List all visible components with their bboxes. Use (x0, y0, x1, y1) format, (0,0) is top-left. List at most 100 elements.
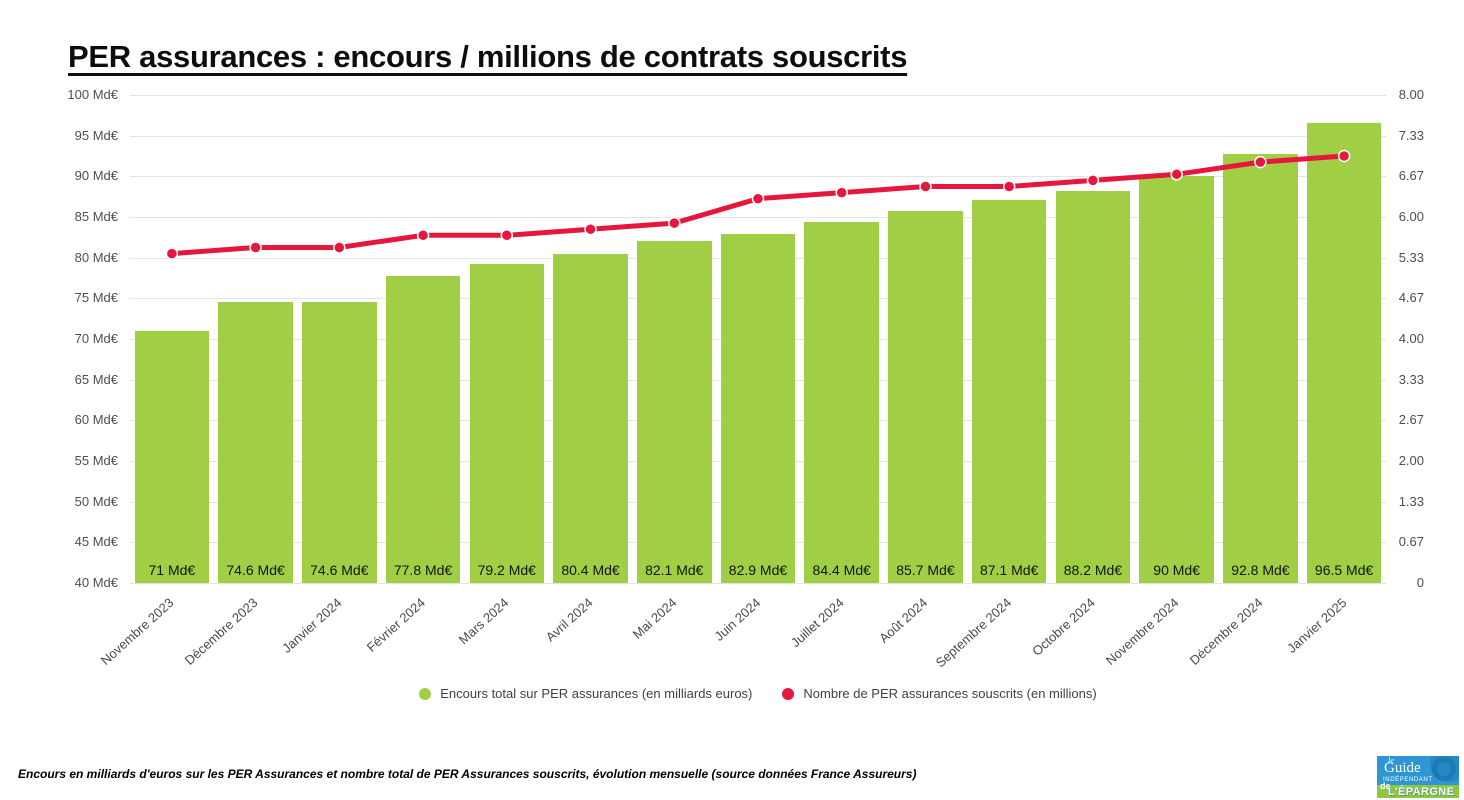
left-axis-tick-label: 90 Md€ (74, 168, 118, 184)
bar-value-label: 82.1 Md€ (645, 562, 704, 578)
x-axis-label: Août 2024 (876, 594, 931, 646)
left-axis-tick-label: 55 Md€ (74, 452, 118, 468)
line-point (416, 229, 430, 242)
line-point (1002, 180, 1016, 193)
bar-value-label: 71 Md€ (148, 562, 196, 578)
right-axis-tick-label: 7.33 (1398, 127, 1424, 143)
plot-area: 71 Md€ Novembre 2023 74.6 Md€ Décembre 2023… (98, 95, 1386, 670)
left-axis-tick-label: 40 Md€ (74, 574, 118, 590)
left-axis-tick-label: 60 Md€ (74, 412, 118, 428)
bar-value-label: 77.8 Md€ (393, 562, 453, 578)
left-axis-tick-label: 95 Md€ (74, 127, 118, 143)
left-axis: 100 Md€ 95 Md€ 90 Md€ 85 Md€ 80 Md€ 75 Md€ 70 … (0, 87, 124, 590)
left-axis-tick-label: 85 Md€ (74, 208, 118, 224)
x-axis-label: Juin 2024 (711, 594, 764, 644)
x-axis-label: Janvier 2024 (278, 594, 345, 656)
gridline (130, 95, 1386, 96)
bar: 80.4 Md€ (553, 254, 628, 583)
left-axis-tick-label: 50 Md€ (74, 493, 118, 509)
logo-ring-decoration (1432, 757, 1456, 781)
left-axis-tick-label: 100 Md€ (67, 86, 118, 102)
x-axis-label: Octobre 2024 (1029, 594, 1098, 659)
bar: 71 Md€ (134, 330, 210, 583)
bar-value-label: 80.4 Md€ (561, 562, 620, 578)
x-axis-label: Mars 2024 (456, 594, 512, 648)
bar: 88.2 Md€ (1055, 190, 1131, 583)
right-axis-tick-label: 4.67 (1398, 290, 1424, 306)
page-title: PER assurances : encours / millions de c… (68, 38, 908, 74)
left-axis-tick-label: 70 Md€ (74, 330, 118, 346)
line-point (249, 241, 262, 254)
legend-label: Encours total sur PER assurances (en mil… (440, 686, 753, 701)
line-point (500, 229, 514, 242)
right-axis-tick-label: 2.67 (1398, 412, 1424, 428)
x-axis-label: Novembre 2023 (98, 594, 177, 668)
logo-text-epargne: L'ÉPARGNE (1388, 786, 1455, 798)
bar-value-label: 88.2 Md€ (1063, 562, 1123, 578)
x-axis-label: Septembre 2024 (932, 594, 1015, 671)
logo-text-le: le (1388, 756, 1394, 765)
line-point (584, 222, 597, 236)
bar-value-label: 79.2 Md€ (477, 562, 536, 578)
logo-text-de: de (1380, 781, 1391, 791)
line-point (751, 192, 765, 205)
bar-value-label: 84.4 Md€ (812, 562, 871, 578)
legend-item: Encours total sur PER assurances (en mil… (419, 686, 752, 701)
right-axis-tick-label: 5.33 (1398, 249, 1424, 265)
line-point (835, 186, 848, 199)
left-axis-tick-label: 65 Md€ (74, 371, 118, 387)
logo-text-independant: INDÉPENDANT (1383, 777, 1433, 783)
x-axis-label: Décembre 2024 (1186, 594, 1266, 668)
right-axis-tick-label: 3.33 (1398, 371, 1424, 387)
bar-value-label: 74.6 Md€ (310, 562, 369, 578)
x-axis-label: Juillet 2024 (787, 594, 847, 651)
x-axis-label: Avril 2024 (542, 594, 596, 645)
x-axis-label: Février 2024 (363, 594, 429, 655)
bar: 87.1 Md€ (971, 199, 1047, 583)
legend-dot-icon (782, 687, 795, 700)
bar: 92.8 Md€ (1223, 153, 1298, 583)
right-axis: 8.00 7.33 6.67 6.00 5.33 4.67 4.00 3.33 2.67 2.00… (1386, 87, 1430, 590)
footer-note: Encours en milliards d'euros sur les PER… (18, 767, 917, 781)
right-axis-tick-label: 2.00 (1398, 452, 1424, 468)
bar-value-label: 74.6 Md€ (226, 562, 285, 578)
left-axis-tick-label: 80 Md€ (74, 249, 118, 265)
bar-value-label: 92.8 Md€ (1231, 562, 1290, 578)
legend: Encours total sur PER assurances (en mil… (130, 686, 1386, 701)
right-axis-tick-label: 6.00 (1398, 208, 1424, 224)
x-axis-label: Décembre 2023 (181, 594, 261, 668)
gridline (130, 135, 1386, 137)
x-axis-label: Mai 2024 (629, 594, 680, 642)
logo-green-strip (1377, 785, 1459, 798)
line-point (333, 241, 346, 254)
x-axis-label: Janvier 2025 (1283, 594, 1350, 656)
guide-epargne-logo: le Guide INDÉPENDANT de L'ÉPARGNE (1377, 756, 1459, 798)
logo-text-guide: Guide (1384, 760, 1421, 776)
bar: 74.6 Md€ (302, 301, 377, 583)
legend-dot-icon (419, 687, 432, 700)
bar-value-label: 96.5 Md€ (1314, 562, 1374, 578)
bar: 90 Md€ (1139, 176, 1214, 583)
bar: 84.4 Md€ (804, 221, 879, 583)
bar-value-label: 82.9 Md€ (728, 562, 788, 578)
line-point (668, 216, 681, 230)
gridline (130, 583, 1386, 584)
right-axis-tick-label: 4.00 (1398, 330, 1424, 346)
bar: 77.8 Md€ (385, 275, 461, 583)
legend-item: Nombre de PER assurances souscrits (en m… (782, 686, 1097, 701)
bar: 82.1 Md€ (637, 240, 712, 583)
right-axis-tick-label: 8.00 (1398, 86, 1424, 102)
line-point (919, 180, 932, 193)
right-axis-tick-label: 1.33 (1398, 493, 1424, 509)
bar-value-label: 85.7 Md€ (896, 562, 955, 578)
right-axis-tick-label: 6.67 (1398, 168, 1424, 184)
left-axis-tick-label: 45 Md€ (74, 534, 118, 550)
bar: 85.7 Md€ (888, 211, 963, 583)
legend-label: Nombre de PER assurances souscrits (en m… (803, 686, 1097, 701)
bar-value-label: 90 Md€ (1153, 562, 1200, 578)
right-axis-tick-label: 0.67 (1398, 534, 1424, 550)
bar: 96.5 Md€ (1306, 123, 1382, 583)
bar: 79.2 Md€ (469, 264, 545, 583)
bar: 74.6 Md€ (218, 301, 293, 583)
